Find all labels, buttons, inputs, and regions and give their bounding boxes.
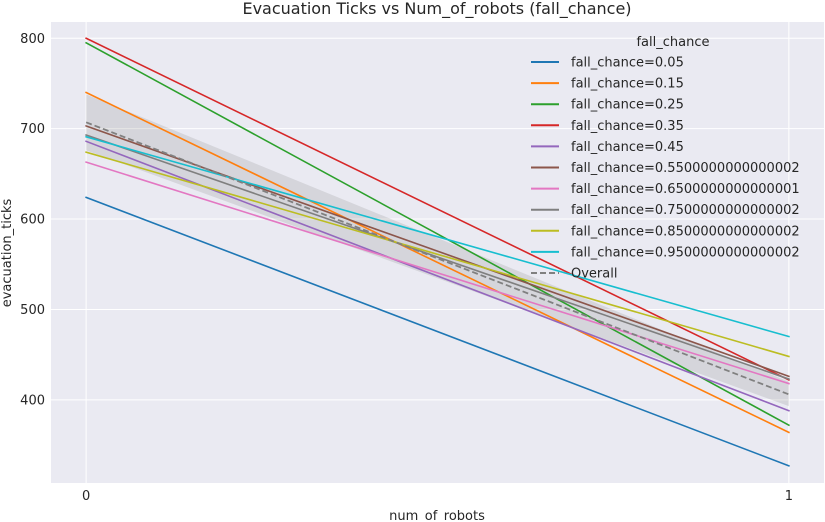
y-tick-label: 400: [20, 393, 45, 408]
legend-entry-label: fall_chance=0.5500000000000002: [571, 161, 800, 176]
legend-entry-label: fall_chance=0.35: [571, 119, 684, 134]
legend-entry-label: fall_chance=0.45: [571, 140, 684, 155]
series-line: [85, 133, 790, 381]
series-line: [85, 196, 790, 467]
series-line: [85, 151, 790, 358]
legend-entry-label: fall_chance=0.05: [571, 56, 684, 71]
y-tick-label: 600: [20, 213, 45, 228]
legend-entry-label: fall_chance=0.8500000000000002: [571, 224, 800, 239]
series-lines: [85, 37, 790, 467]
legend-entry-label: fall_chance=0.9500000000000002: [571, 245, 800, 260]
series-line: [85, 124, 790, 378]
y-tick-label: 500: [20, 303, 45, 318]
series-line: [85, 41, 790, 427]
legend: fall_chance fall_chance=0.05 fall_chance=…: [531, 35, 800, 282]
x-axis-label: num_of_robots: [389, 509, 485, 522]
legend-entry-label: fall_chance=0.15: [571, 77, 684, 92]
legend-entry-label: fall_chance=0.7500000000000002: [571, 203, 800, 218]
tick-labels: 400 500 600 700 800 0 1: [20, 32, 793, 504]
legend-entry-label: fall_chance=0.25: [571, 98, 684, 113]
y-tick-label: 700: [20, 122, 45, 137]
legend-title: fall_chance: [636, 35, 709, 50]
chart-title: Evacuation Ticks vs Num_of_robots (fall_…: [242, 0, 631, 19]
series-line: [85, 91, 790, 434]
plot-background: [51, 22, 824, 483]
legend-entry-label: Overall: [571, 267, 617, 282]
series-line: [85, 135, 790, 338]
grid: [51, 22, 824, 483]
y-axis-label: evacuation_ticks: [0, 198, 15, 307]
x-tick-label: 1: [785, 489, 793, 504]
y-tick-label: 800: [20, 32, 45, 47]
series-line: [85, 161, 790, 385]
legend-entry-label: fall_chance=0.6500000000000001: [571, 182, 800, 197]
x-tick-label: 0: [82, 489, 90, 504]
